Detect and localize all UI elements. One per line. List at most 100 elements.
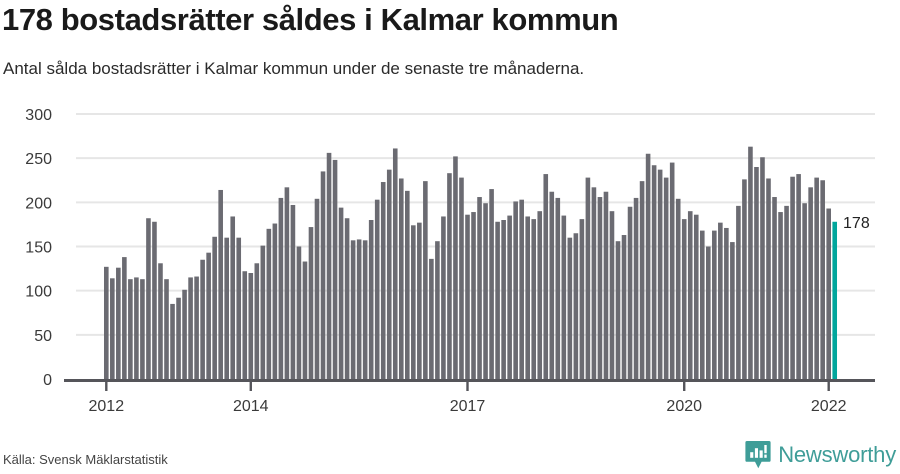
bar[interactable] xyxy=(766,178,771,379)
bar[interactable] xyxy=(308,227,314,379)
bar[interactable] xyxy=(543,174,549,379)
bar[interactable] xyxy=(374,199,380,379)
bar[interactable] xyxy=(170,303,175,379)
bar[interactable] xyxy=(326,152,332,379)
bar[interactable] xyxy=(350,240,356,379)
bar[interactable] xyxy=(778,212,783,379)
bar[interactable] xyxy=(356,239,362,379)
bar[interactable] xyxy=(513,201,518,379)
bar[interactable] xyxy=(826,208,831,379)
bar[interactable] xyxy=(489,189,494,379)
bar[interactable] xyxy=(242,271,248,379)
bar[interactable] xyxy=(537,211,543,379)
bar[interactable] xyxy=(760,157,765,379)
bar[interactable] xyxy=(290,204,296,379)
bar[interactable] xyxy=(411,225,416,379)
bar[interactable] xyxy=(435,241,440,379)
bar[interactable] xyxy=(260,245,266,379)
bar[interactable] xyxy=(344,218,350,379)
bar[interactable] xyxy=(549,191,555,379)
bar[interactable] xyxy=(706,246,711,380)
bar[interactable] xyxy=(748,146,753,379)
bar[interactable] xyxy=(519,199,524,379)
bar[interactable] xyxy=(392,148,398,379)
bar[interactable] xyxy=(597,197,603,379)
bar[interactable] xyxy=(579,219,585,379)
bar[interactable] xyxy=(796,174,801,379)
bar[interactable] xyxy=(772,197,777,379)
bar[interactable] xyxy=(405,190,410,379)
bar[interactable] xyxy=(675,198,681,379)
bar[interactable] xyxy=(693,214,699,379)
bar[interactable] xyxy=(146,218,151,379)
bar[interactable] xyxy=(128,279,133,379)
bar[interactable] xyxy=(194,276,199,379)
bar[interactable] xyxy=(525,216,530,379)
bar[interactable] xyxy=(633,197,639,379)
bar[interactable] xyxy=(784,205,789,379)
bar[interactable] xyxy=(736,205,741,379)
bar[interactable] xyxy=(140,279,145,379)
bar[interactable] xyxy=(573,233,579,379)
bar[interactable] xyxy=(110,278,115,379)
bar[interactable] xyxy=(266,228,272,379)
bar[interactable] xyxy=(122,257,127,379)
bar[interactable] xyxy=(152,221,157,379)
bar[interactable] xyxy=(645,153,651,379)
bar[interactable] xyxy=(423,181,428,379)
bar[interactable] xyxy=(687,211,693,379)
bar-highlighted[interactable] xyxy=(832,221,838,379)
bar[interactable] xyxy=(206,252,211,379)
bar[interactable] xyxy=(477,197,482,379)
bar[interactable] xyxy=(621,235,627,379)
bar[interactable] xyxy=(742,179,747,379)
bar[interactable] xyxy=(495,221,500,379)
bar[interactable] xyxy=(808,187,813,379)
bar[interactable] xyxy=(417,222,422,379)
bar[interactable] xyxy=(483,203,488,379)
bar[interactable] xyxy=(332,159,338,379)
bar[interactable] xyxy=(681,219,687,379)
bar[interactable] xyxy=(699,230,705,379)
bar[interactable] xyxy=(814,177,819,379)
bar[interactable] xyxy=(790,176,795,379)
bar[interactable] xyxy=(561,215,567,379)
bar[interactable] xyxy=(338,207,344,379)
bar[interactable] xyxy=(585,177,591,379)
bar[interactable] xyxy=(651,165,657,379)
bar[interactable] xyxy=(284,187,290,379)
bar[interactable] xyxy=(820,180,825,379)
bar[interactable] xyxy=(218,189,223,379)
bar[interactable] xyxy=(603,191,609,379)
bar[interactable] xyxy=(176,297,181,379)
bar[interactable] xyxy=(278,197,284,379)
bar[interactable] xyxy=(441,216,446,379)
bar[interactable] xyxy=(116,267,121,379)
bar[interactable] xyxy=(320,171,326,379)
bar[interactable] xyxy=(507,215,512,379)
bar[interactable] xyxy=(465,214,470,379)
bar[interactable] xyxy=(314,198,320,379)
bar[interactable] xyxy=(453,156,458,379)
bar[interactable] xyxy=(386,169,392,379)
bar[interactable] xyxy=(471,212,476,379)
bar[interactable] xyxy=(724,227,729,379)
bar[interactable] xyxy=(501,220,506,379)
bar[interactable] xyxy=(212,236,217,379)
bar[interactable] xyxy=(158,263,163,379)
bar[interactable] xyxy=(447,173,452,379)
bar[interactable] xyxy=(609,211,615,379)
bar[interactable] xyxy=(429,258,434,379)
bar[interactable] xyxy=(368,220,374,379)
bar[interactable] xyxy=(639,181,645,379)
bar[interactable] xyxy=(254,263,260,379)
bar[interactable] xyxy=(380,182,386,379)
bar[interactable] xyxy=(164,279,169,379)
bar[interactable] xyxy=(615,241,621,379)
bar[interactable] xyxy=(712,230,717,379)
bar[interactable] xyxy=(754,167,759,379)
bar[interactable] xyxy=(200,259,205,379)
bar[interactable] xyxy=(567,237,573,379)
bar[interactable] xyxy=(236,237,242,379)
bar[interactable] xyxy=(657,169,663,379)
